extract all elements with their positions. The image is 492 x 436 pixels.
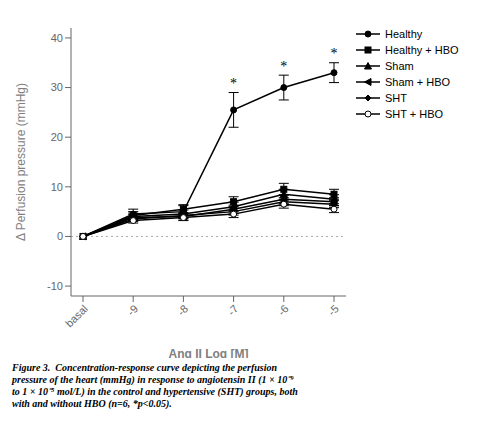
svg-text:basal: basal [63, 302, 90, 329]
svg-text:-8: -8 [175, 302, 190, 317]
html-text:SHT + HBO: SHT + HBO [385, 108, 444, 120]
html-text:SHT: SHT [385, 92, 407, 104]
html-text:Sham: Sham [385, 60, 414, 72]
svg-text:-5: -5 [326, 302, 341, 317]
svg-text:-9: -9 [125, 302, 140, 317]
html-text:Figure 3. Concentration-respon: Figure 3. Concentration-response curve d… [12, 362, 298, 409]
svg-text:40: 40 [51, 32, 63, 44]
svg-text:*: * [331, 46, 338, 61]
svg-text:10: 10 [51, 181, 63, 193]
svg-text:-7: -7 [225, 302, 240, 317]
svg-text:Ang II Log [M]: Ang II Log [M] [169, 347, 249, 358]
svg-text:-10: -10 [47, 280, 63, 292]
html-text:Healthy: Healthy [385, 28, 423, 40]
svg-text:-6: -6 [275, 302, 290, 317]
svg-text:*: * [230, 76, 237, 91]
svg-text:30: 30 [51, 81, 63, 93]
svg-text:20: 20 [51, 131, 63, 143]
svg-text:0: 0 [57, 230, 63, 242]
svg-text:*: * [280, 59, 287, 74]
html-text:Healthy + HBO: Healthy + HBO [385, 44, 459, 56]
html-text:Sham + HBO: Sham + HBO [385, 76, 451, 88]
svg-text:Δ Perfusion pressure (mmHg): Δ Perfusion pressure (mmHg) [14, 83, 28, 241]
